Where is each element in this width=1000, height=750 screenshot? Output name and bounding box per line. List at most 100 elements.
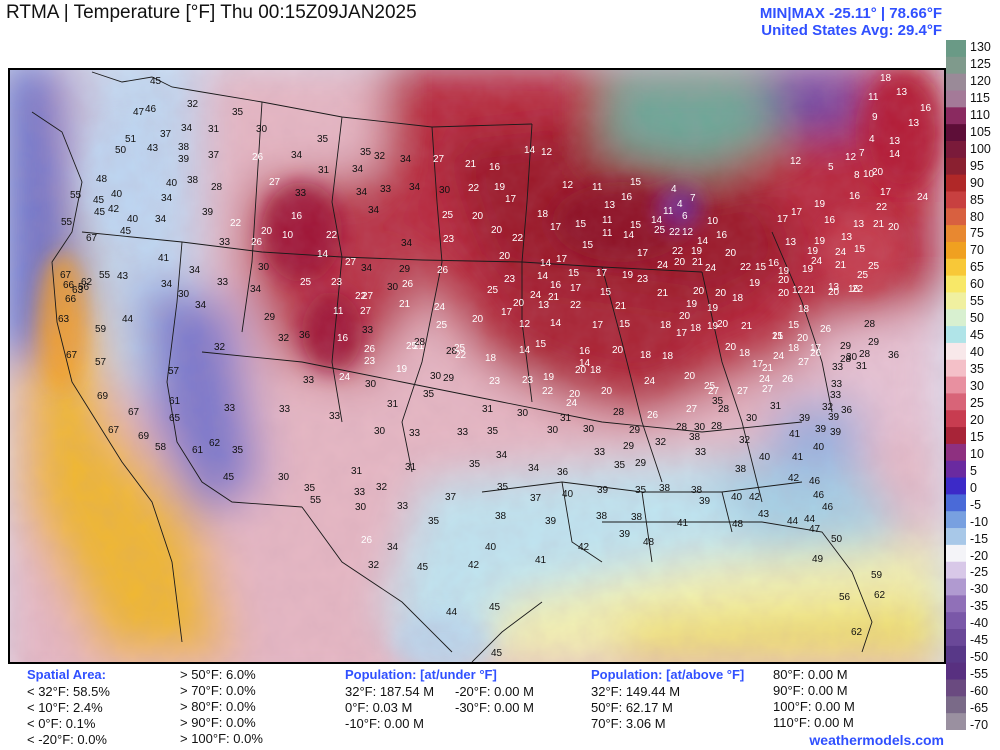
temperature-label: 38 — [178, 142, 190, 153]
temperature-label: 28 — [864, 319, 876, 330]
temperature-label: 21 — [762, 363, 774, 374]
temperature-label: 18 — [788, 343, 800, 354]
colorbar-swatch — [946, 73, 966, 91]
colorbar-swatch — [946, 292, 966, 310]
temperature-label: 27 — [798, 357, 810, 368]
temperature-label: 12 — [790, 156, 802, 167]
temperature-label: 48 — [732, 519, 744, 530]
temperature-label: 20 — [725, 248, 737, 259]
temperature-label: 59 — [871, 570, 883, 581]
temperature-label: 26 — [361, 535, 373, 546]
temperature-label: 32 — [374, 151, 386, 162]
site-credit[interactable]: weathermodels.com — [809, 732, 944, 748]
colorbar-swatch — [946, 275, 966, 293]
colorbar-tick-label: -55 — [970, 667, 989, 682]
temperature-label: 33 — [380, 184, 392, 195]
temperature-label: 35 — [304, 483, 316, 494]
temperature-label: 11 — [602, 215, 613, 226]
colorbar-tick-label: 115 — [970, 90, 990, 105]
temperature-label: 34 — [361, 263, 373, 274]
colorbar-tick-label: 20 — [970, 412, 984, 427]
temperature-label: 34 — [496, 450, 508, 461]
colorbar-swatch — [946, 629, 966, 647]
colorbar-tick-label: 110 — [970, 107, 990, 122]
temperature-label: 30 — [365, 379, 377, 390]
colorbar-swatch — [946, 443, 966, 462]
temperature-label: 25 — [436, 320, 448, 331]
colorbar-tick-label: -30 — [970, 582, 989, 597]
colorbar-swatch — [946, 208, 966, 226]
temperature-label: 21 — [804, 285, 816, 296]
colorbar-tick-label: 30 — [970, 379, 984, 393]
temperature-label: 67 — [108, 425, 120, 436]
colorbar-tick-label: 95 — [970, 158, 984, 173]
stat-line: 80°F: 0.00 M — [773, 667, 848, 682]
temperature-label: 67 — [86, 233, 98, 244]
temperature-label: 21 — [657, 288, 669, 299]
temperature-label: 48 — [96, 174, 108, 185]
colorbar-swatch — [946, 56, 966, 75]
temperature-label: 19 — [396, 364, 408, 375]
temperature-label: 30 — [278, 472, 290, 483]
temperature-label: 15 — [788, 320, 800, 331]
temperature-label: 15 — [854, 244, 866, 255]
temperature-label: 35 — [635, 485, 647, 496]
temperature-colorbar — [946, 40, 966, 730]
temperature-label: 15 — [619, 319, 631, 330]
temperature-label: 39 — [619, 529, 631, 540]
temperature-label: 33 — [594, 447, 606, 458]
temperature-label: 26 — [251, 237, 263, 248]
temperature-label: 36 — [841, 405, 853, 416]
temperature-label: 16 — [848, 284, 860, 295]
temperature-map[interactable]: 45 46 32 35 47 34 37 31 51 43 38 30 35 35 32 34 27 21 16 14… — [8, 68, 946, 664]
temperature-label: 39 — [202, 207, 214, 218]
temperature-label: 22 — [542, 386, 554, 397]
colorbar-swatch — [946, 309, 966, 327]
temperature-label: 15 — [630, 177, 642, 188]
temperature-label: 39 — [699, 496, 711, 507]
temperature-label: 15 — [772, 331, 784, 342]
temperature-label: 51 — [125, 134, 137, 145]
temperature-label: 55 — [310, 495, 322, 506]
temperature-label: 21 — [615, 301, 627, 312]
temperature-label: 34 — [400, 154, 412, 165]
temperature-label: 29 — [443, 373, 455, 384]
temperature-label: 38 — [495, 511, 507, 522]
temperature-label: 33 — [830, 390, 842, 401]
temperature-label: 45 — [93, 195, 105, 206]
temperature-label: 33 — [329, 411, 341, 422]
temperature-label: 39 — [815, 424, 827, 435]
temperature-label: 43 — [147, 143, 159, 154]
temperature-label: 62 — [209, 438, 221, 449]
temperature-label: 9 — [872, 112, 878, 123]
temperature-label: 31 — [208, 124, 220, 135]
stat-line: < -20°F: 0.0% — [27, 732, 107, 747]
temperature-label: 21 — [772, 331, 784, 342]
temperature-label: 40 — [485, 542, 497, 553]
temperature-label: 21 — [399, 299, 411, 310]
temperature-label: 62 — [81, 277, 93, 288]
temperature-label: 32 — [214, 342, 226, 353]
temperature-label: 38 — [689, 432, 701, 443]
temperature-label: 4 — [869, 134, 875, 145]
temperature-label: 40 — [127, 214, 139, 225]
temperature-label: 28 — [211, 182, 223, 193]
population-under-right: -20°F: 0.00 M -30°F: 0.00 M — [455, 684, 534, 716]
temperature-label: 34 — [155, 214, 167, 225]
temperature-label: 25 — [654, 225, 666, 236]
temperature-label: 18 — [537, 209, 549, 220]
temperature-label: 25 — [454, 343, 466, 354]
temperature-label: 20 — [679, 311, 691, 322]
temperature-label: 27 — [433, 154, 445, 165]
temperature-label: 14 — [651, 215, 663, 226]
temperature-label: 16 — [716, 230, 728, 241]
temperature-label: 17 — [505, 194, 517, 205]
temperature-label: 13 — [853, 219, 865, 230]
temperature-label: 44 — [122, 314, 134, 325]
colorbar-tick-label: 100 — [970, 141, 991, 156]
temperature-label: 28 — [859, 349, 871, 360]
temperature-label: 55 — [99, 270, 111, 281]
temperature-label: 25 — [300, 277, 312, 288]
temperature-label: 11 — [602, 228, 613, 239]
colorbar-swatch — [946, 359, 966, 378]
